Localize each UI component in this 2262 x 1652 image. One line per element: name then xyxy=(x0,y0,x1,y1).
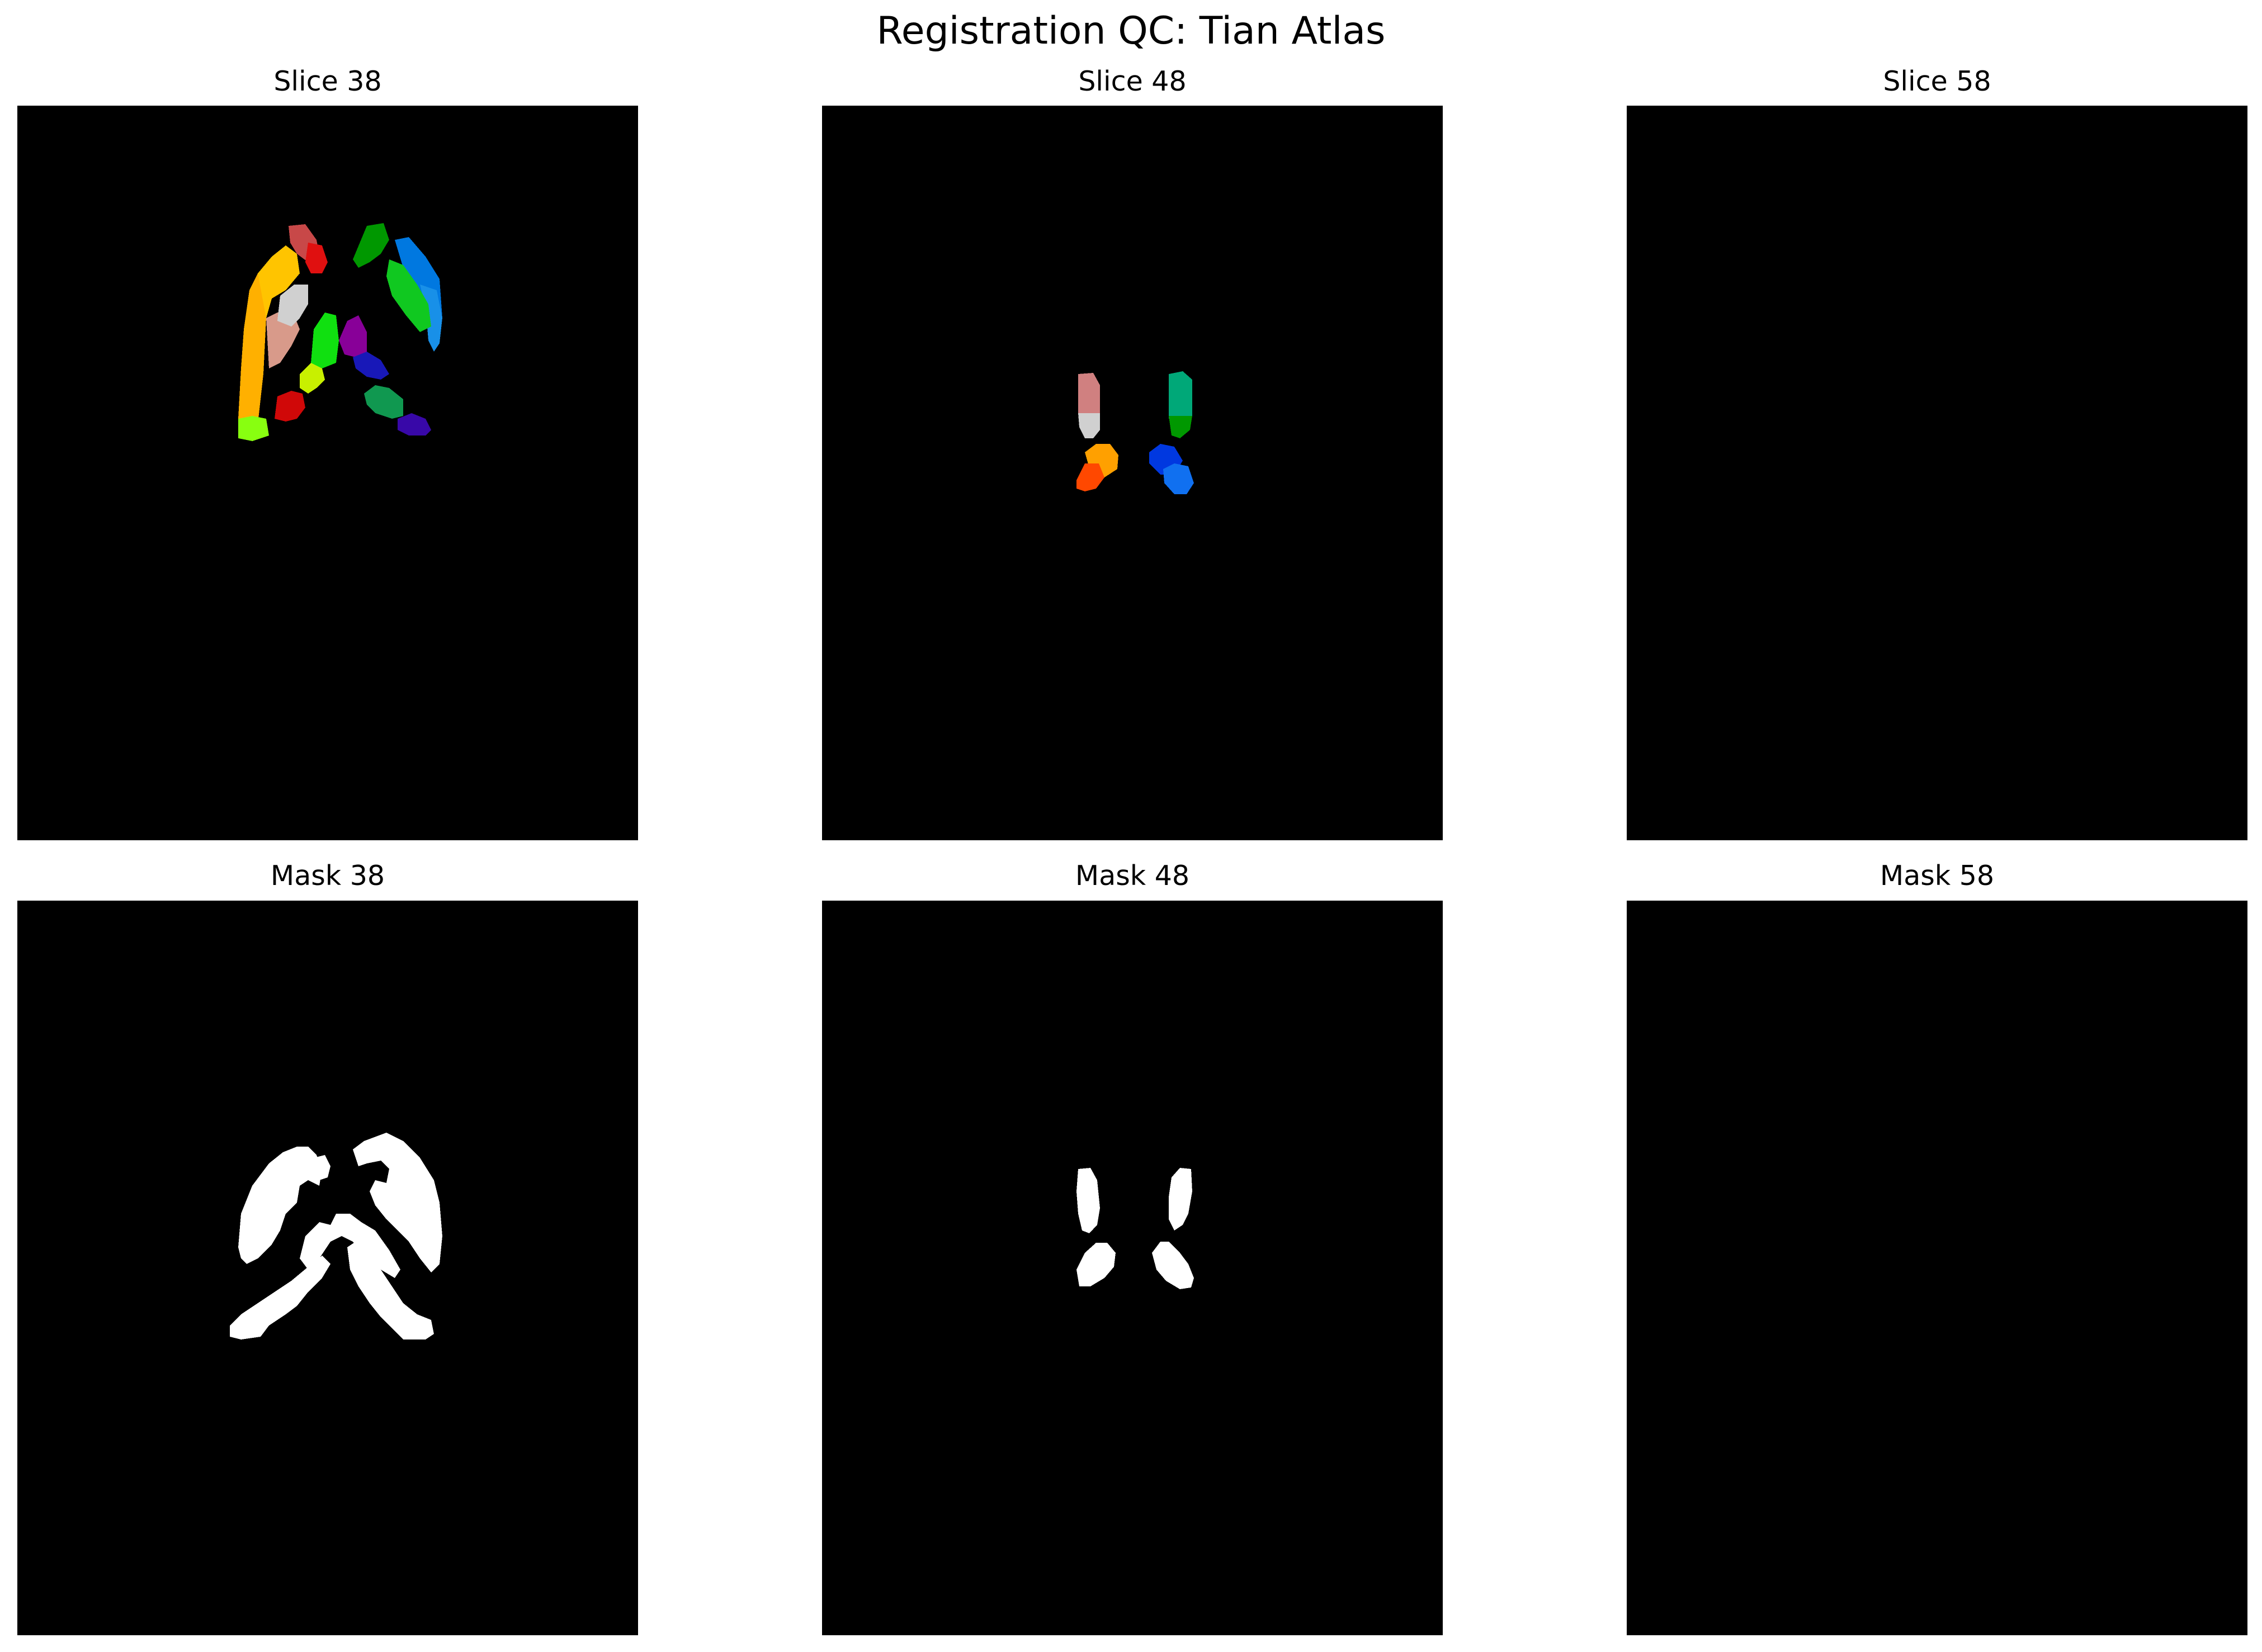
mask-slice-38-image xyxy=(17,901,638,1635)
panel-title-slice-58: Slice 58 xyxy=(1883,65,1991,97)
atlas-slice-38-image xyxy=(17,106,638,840)
panel-title-slice-48: Slice 48 xyxy=(1078,65,1187,97)
mask-slice-48-image xyxy=(822,901,1443,1635)
region-16 xyxy=(353,352,389,380)
region-15 xyxy=(339,315,367,357)
region-14 xyxy=(386,259,431,332)
mask-region-upper-left xyxy=(1076,1168,1100,1233)
region-6 xyxy=(277,285,308,326)
panel-title-mask-48: Mask 48 xyxy=(1075,860,1190,892)
region-21 xyxy=(1169,371,1192,419)
panel-title-mask-58: Mask 58 xyxy=(1880,860,1995,892)
panel-title-mask-38: Mask 38 xyxy=(270,860,385,892)
region-7 xyxy=(311,313,339,368)
region-1 xyxy=(238,273,269,427)
panel-title-slice-38: Slice 38 xyxy=(273,65,382,97)
region-18 xyxy=(398,413,431,436)
mask-region-left-notch xyxy=(314,1155,330,1180)
mask-region-lower-right xyxy=(1152,1242,1194,1289)
mask-region-upper-right xyxy=(1169,1168,1192,1230)
region-17 xyxy=(364,385,403,419)
region-19 xyxy=(1078,373,1100,413)
region-24 xyxy=(1076,463,1104,491)
atlas-slice-48-canvas xyxy=(1076,371,1194,494)
region-8 xyxy=(300,363,325,394)
atlas-slice-58-canvas xyxy=(1627,106,2247,840)
region-2 xyxy=(258,245,300,318)
region-9 xyxy=(275,391,305,422)
mask-slice-38-canvas xyxy=(230,1133,442,1339)
region-26 xyxy=(1163,463,1194,494)
mask-slice-48-canvas xyxy=(1076,1168,1194,1289)
mask-region-center-upper xyxy=(300,1214,400,1278)
region-22 xyxy=(1169,416,1192,438)
region-10 xyxy=(238,416,269,441)
atlas-slice-38-canvas xyxy=(238,223,442,441)
region-20 xyxy=(1078,413,1100,438)
mask-region-right-arm xyxy=(347,1242,434,1339)
mask-region-left-arm xyxy=(230,1256,330,1339)
region-11 xyxy=(353,223,389,268)
atlas-slice-58-image xyxy=(1627,106,2247,840)
atlas-slice-48-image xyxy=(822,106,1443,840)
mask-region-right-lobe xyxy=(353,1133,442,1272)
mask-slice-58-image xyxy=(1627,901,2247,1635)
mask-slice-58-canvas xyxy=(1627,901,2247,1635)
region-4 xyxy=(305,243,328,273)
mask-region-lower-left xyxy=(1076,1243,1116,1286)
mask-region-left-lobe xyxy=(238,1147,322,1264)
figure-title: Registration QC: Tian Atlas xyxy=(876,9,1386,53)
